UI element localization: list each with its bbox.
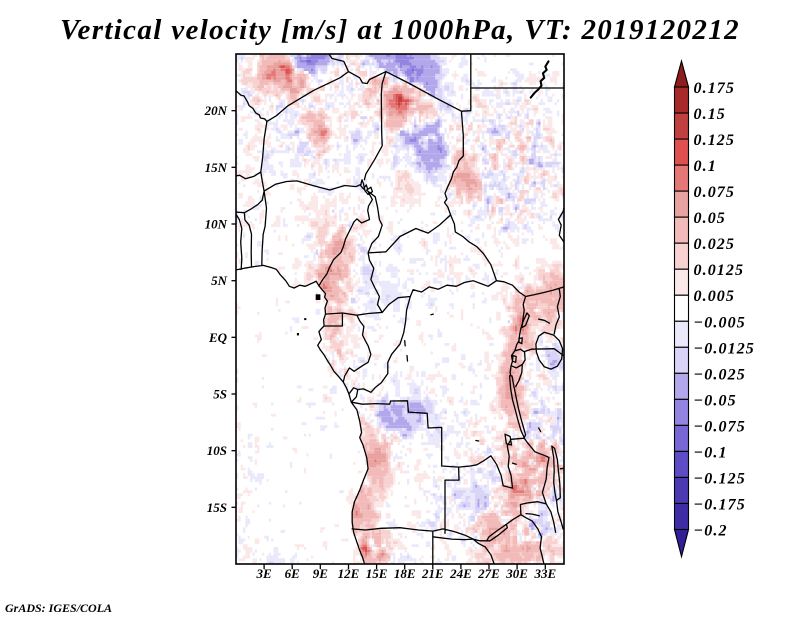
svg-text:−0.005: −0.005: [694, 314, 746, 331]
svg-text:0.175: 0.175: [694, 80, 736, 97]
svg-text:15N: 15N: [205, 160, 228, 175]
svg-text:Vertical velocity [m/s] at 100: Vertical velocity [m/s] at 1000hPa, VT: …: [60, 14, 740, 46]
svg-text:33E: 33E: [533, 566, 556, 581]
svg-text:12E: 12E: [338, 566, 360, 581]
svg-text:18E: 18E: [394, 566, 416, 581]
svg-text:0.05: 0.05: [694, 210, 726, 227]
svg-text:−0.025: −0.025: [694, 366, 746, 383]
svg-text:15E: 15E: [366, 566, 388, 581]
svg-text:0.15: 0.15: [694, 106, 726, 123]
svg-text:0.1: 0.1: [694, 158, 717, 175]
svg-text:6E: 6E: [285, 566, 301, 581]
svg-text:24E: 24E: [449, 566, 472, 581]
svg-text:27E: 27E: [477, 566, 500, 581]
svg-text:0.005: 0.005: [694, 288, 736, 305]
svg-text:30E: 30E: [505, 566, 528, 581]
svg-text:5N: 5N: [211, 273, 228, 288]
svg-text:9E: 9E: [313, 566, 329, 581]
svg-text:10S: 10S: [207, 443, 227, 458]
svg-text:20N: 20N: [204, 103, 228, 118]
svg-text:−0.05: −0.05: [694, 392, 737, 409]
svg-text:0.075: 0.075: [694, 184, 736, 201]
svg-text:−0.125: −0.125: [694, 471, 746, 488]
svg-text:EQ: EQ: [208, 330, 228, 345]
svg-text:−0.075: −0.075: [694, 418, 746, 435]
svg-text:5S: 5S: [213, 387, 227, 402]
svg-text:0.025: 0.025: [694, 236, 736, 253]
svg-text:−0.2: −0.2: [694, 523, 728, 540]
svg-text:10N: 10N: [205, 217, 228, 232]
svg-text:15S: 15S: [207, 500, 227, 515]
svg-text:−0.1: −0.1: [694, 444, 728, 461]
svg-text:0.125: 0.125: [694, 132, 736, 149]
svg-text:GrADS: IGES/COLA: GrADS: IGES/COLA: [5, 601, 112, 615]
svg-text:−0.175: −0.175: [694, 497, 746, 514]
svg-text:−0.0125: −0.0125: [694, 340, 755, 357]
svg-text:0.0125: 0.0125: [694, 262, 745, 279]
svg-text:3E: 3E: [256, 566, 273, 581]
svg-text:21E: 21E: [421, 566, 444, 581]
